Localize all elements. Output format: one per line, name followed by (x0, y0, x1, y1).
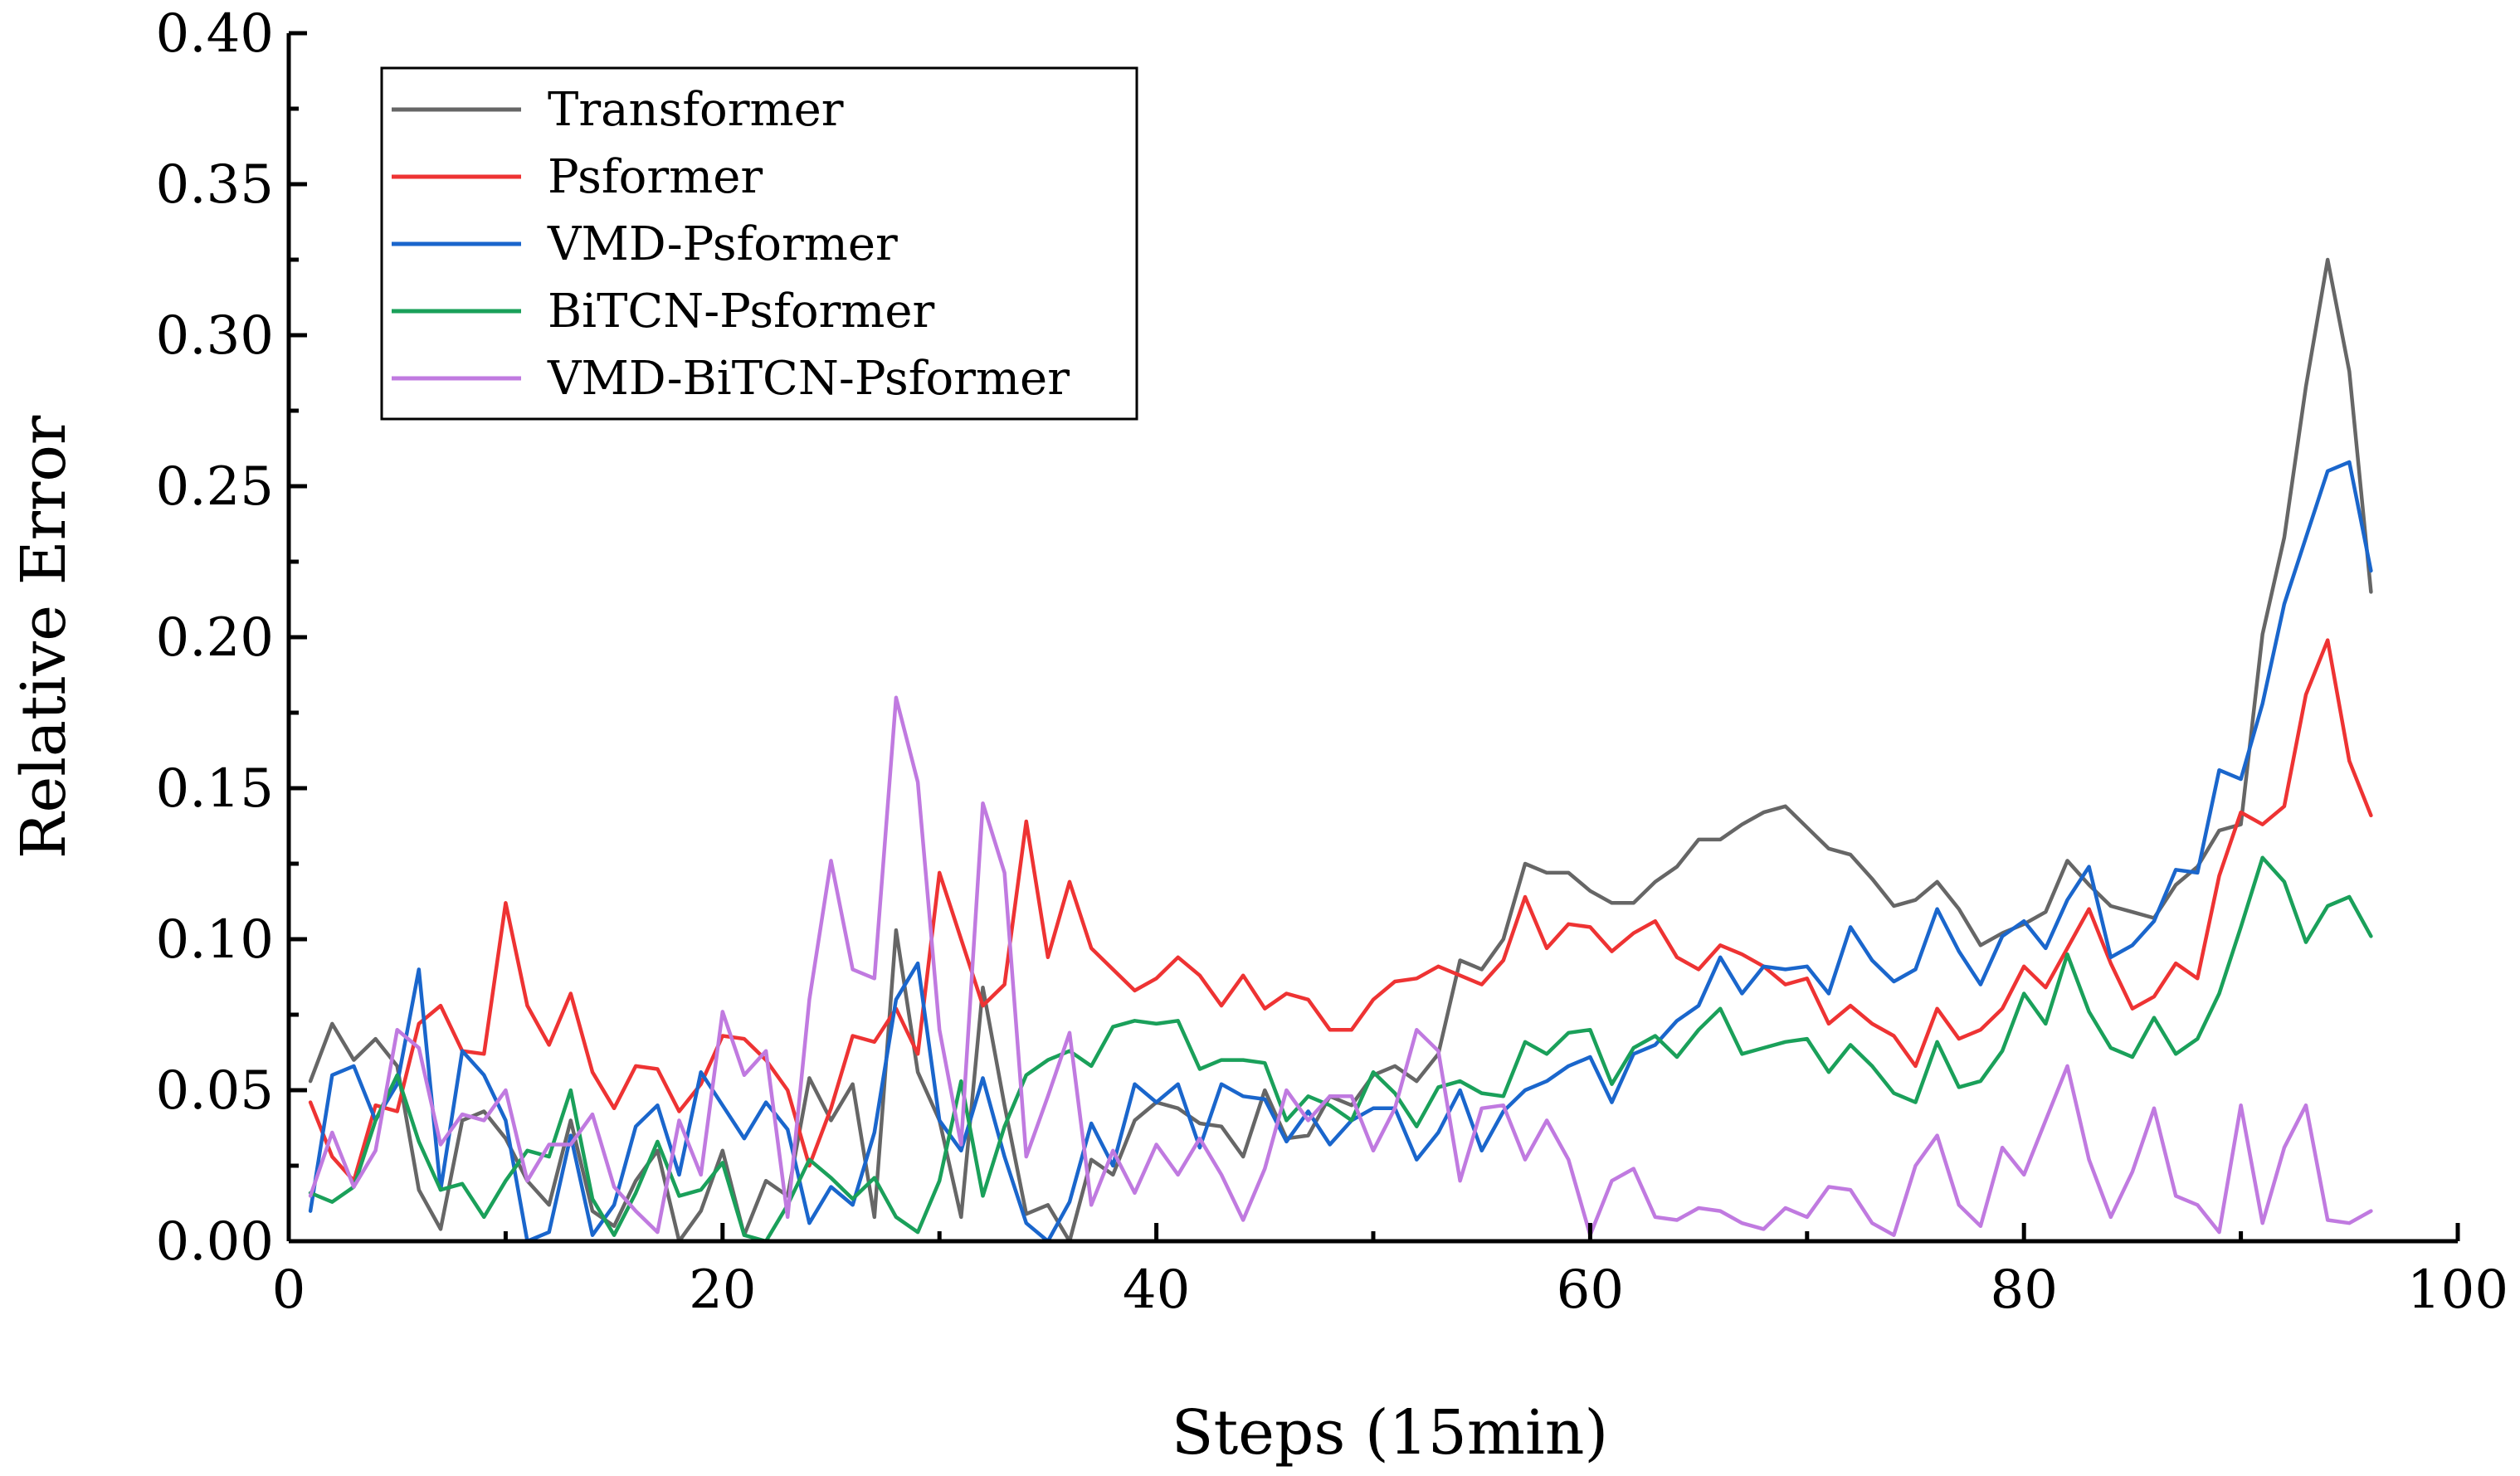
y-tick-label: 0.10 (156, 909, 275, 971)
x-tick-label: 60 (1557, 1259, 1624, 1321)
legend: Transformer Psformer VMD-Psformer BiTCN-Psf… (380, 66, 1138, 421)
y-tick-label: 0.30 (156, 305, 275, 367)
legend-label-vmd-psformer: VMD-Psformer (547, 217, 898, 271)
y-tick-label: 0.05 (156, 1060, 275, 1122)
plot-lines (308, 257, 2373, 1244)
series-line-vmd-bitcn-psformer (308, 695, 2373, 1237)
series-line-bitcn-psformer (308, 855, 2373, 1244)
series-line-psformer (308, 638, 2373, 1183)
legend-label-vmd-bitcn-psformer: VMD-BiTCN-Psformer (547, 352, 1070, 406)
legend-label-psformer: Psformer (548, 150, 763, 204)
y-axis-title: Relative Error (8, 415, 80, 859)
y-tick-label: 0.20 (156, 607, 275, 669)
y-tick-label: 0.00 (156, 1211, 275, 1273)
series-line-transformer (308, 257, 2373, 1244)
y-tick-label: 0.40 (156, 3, 275, 65)
y-tick-label: 0.15 (156, 758, 275, 820)
x-tick-label: 0 (272, 1259, 306, 1321)
y-tick-label: 0.25 (156, 456, 275, 518)
x-tick-label: 80 (1990, 1259, 2057, 1321)
axes: 0.00 0.05 0.10 0.15 0.20 0.25 0.30 0.35 0.40 0 20 4… (156, 3, 2509, 1321)
x-axis-title: Steps (15min) (1172, 1397, 1609, 1469)
x-tick-label: 20 (689, 1259, 756, 1321)
y-tick-label: 0.35 (156, 154, 275, 216)
legend-label-bitcn-psformer: BiTCN-Psformer (548, 285, 935, 339)
legend-label-transformer: Transformer (548, 83, 844, 137)
x-tick-label: 100 (2407, 1259, 2508, 1321)
x-tick-label: 40 (1123, 1259, 1190, 1321)
series-line-vmd-psformer (308, 460, 2373, 1244)
